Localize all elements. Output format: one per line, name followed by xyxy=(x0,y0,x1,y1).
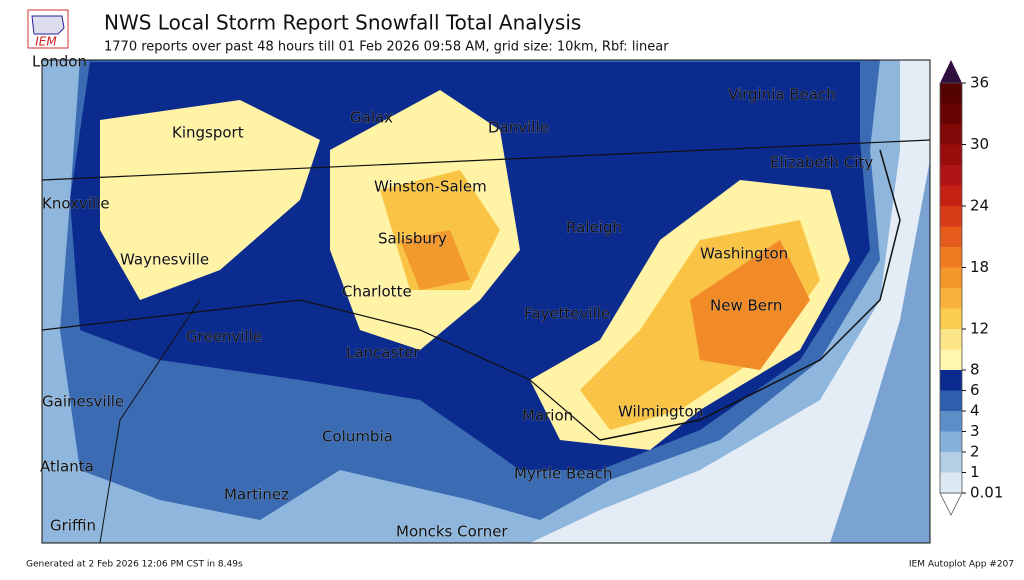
city-label: Greenville xyxy=(186,328,262,346)
colorbar-band xyxy=(940,103,962,124)
colorbar-band xyxy=(940,83,962,104)
colorbar-tick-label: 0.01 xyxy=(970,484,1003,502)
colorbar-tick-label: 36 xyxy=(970,74,989,92)
subtitle: 1770 reports over past 48 hours till 01 … xyxy=(104,40,669,55)
colorbar-band xyxy=(940,472,962,493)
logo: IEM xyxy=(27,9,69,49)
colorbar-extend xyxy=(939,492,963,516)
city-label: Virginia Beach xyxy=(728,86,836,104)
colorbar-band xyxy=(940,431,962,452)
colorbar-band xyxy=(940,329,962,350)
colorbar-tick-label: 18 xyxy=(970,258,989,276)
colorbar-band xyxy=(940,370,962,391)
colorbar-tick-label: 4 xyxy=(970,402,980,420)
colorbar-band xyxy=(940,452,962,473)
colorbar-band xyxy=(940,144,962,165)
city-label: Galax xyxy=(350,109,393,127)
colorbar-band xyxy=(940,165,962,186)
colorbar-band xyxy=(940,267,962,288)
colorbar-tick-label: 2 xyxy=(970,443,980,461)
city-label: Raleigh xyxy=(566,219,622,237)
logo-text: IEM xyxy=(35,35,57,49)
map: London Virginia Beach Kingsport Galax Da… xyxy=(32,52,931,544)
colorbar-tick-label: 8 xyxy=(970,361,980,379)
city-label: Kingsport xyxy=(172,124,244,142)
city-label: Moncks Corner xyxy=(396,523,508,541)
city-label: Griffin xyxy=(50,517,96,535)
city-label: Lancaster xyxy=(346,344,420,362)
city-label: Salisbury xyxy=(378,230,447,248)
city-label: Elizabeth City xyxy=(770,154,873,172)
footer-right: IEM Autoplot App #207 xyxy=(909,560,1014,570)
city-label: Danville xyxy=(488,119,549,137)
city-label: Gainesville xyxy=(42,393,124,411)
city-label: Winston-Salem xyxy=(374,178,487,196)
city-label: Charlotte xyxy=(342,283,412,301)
colorbar-band xyxy=(940,206,962,227)
colorbar-extend xyxy=(940,60,962,83)
colorbar-tick-label: 3 xyxy=(970,422,980,440)
city-label: Wilmington xyxy=(618,403,703,421)
colorbar-tick-label: 24 xyxy=(970,197,989,215)
city-label: Waynesville xyxy=(120,251,209,269)
city-label: Martinez xyxy=(224,486,289,504)
colorbar-band xyxy=(940,226,962,247)
title: NWS Local Storm Report Snowfall Total An… xyxy=(104,11,581,35)
colorbar-tick-label: 6 xyxy=(970,381,980,399)
colorbar-tick-label: 30 xyxy=(970,135,989,153)
footer-left: Generated at 2 Feb 2026 12:06 PM CST in … xyxy=(26,560,243,570)
colorbar-tick-label: 1 xyxy=(970,463,980,481)
city-label: Washington xyxy=(700,245,788,263)
colorbar-frame xyxy=(939,82,963,494)
colorbar-tick-label: 12 xyxy=(970,320,989,338)
city-label: Columbia xyxy=(322,428,393,446)
city-label: New Bern xyxy=(710,297,782,315)
colorbar-band xyxy=(940,390,962,411)
colorbar-band xyxy=(940,247,962,268)
colorbar-band xyxy=(940,288,962,309)
colorbar-band xyxy=(940,349,962,370)
city-label: Fayetteville xyxy=(524,305,610,323)
colorbar-band xyxy=(940,411,962,432)
city-label: Atlanta xyxy=(40,458,94,476)
city-label: Myrtle Beach xyxy=(514,465,613,483)
colorbar-band xyxy=(940,308,962,329)
colorbar-band xyxy=(940,124,962,145)
city-label: Marion xyxy=(522,407,573,425)
city-label: Knoxville xyxy=(42,195,110,213)
city-label: London xyxy=(32,53,87,71)
colorbar-band xyxy=(940,185,962,206)
